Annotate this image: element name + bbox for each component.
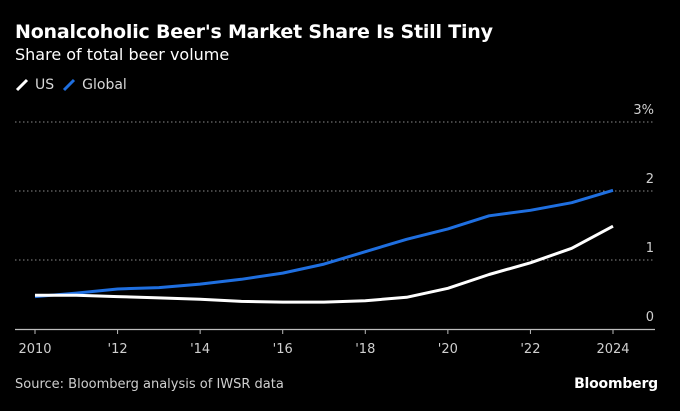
- chart-title: Nonalcoholic Beer's Market Share Is Stil…: [15, 21, 493, 43]
- legend-swatch-global-icon: [63, 78, 76, 92]
- legend-swatch-us-icon: [15, 78, 29, 92]
- x-tick-label: '20: [438, 342, 458, 357]
- legend-label-global: Global: [82, 77, 127, 93]
- legend-label-us: US: [35, 77, 55, 93]
- gridlines: [15, 121, 655, 261]
- x-axis: 2010 '12 '14 '16 '18 '20 '22 2024: [15, 328, 655, 357]
- series-lines: [34, 188, 614, 304]
- x-tick-label: '14: [190, 342, 210, 357]
- x-tick-label: '22: [520, 342, 540, 357]
- legend: US Global: [15, 77, 135, 93]
- bloomberg-logo: Bloomberg: [574, 376, 658, 392]
- x-tick-label: 2024: [596, 342, 629, 357]
- x-tick-label: '16: [273, 342, 293, 357]
- y-axis-ticks: 0 1 2 3%: [633, 103, 654, 325]
- x-tick-label: '12: [108, 342, 128, 357]
- x-tick-label: '18: [355, 342, 375, 357]
- legend-item-global: Global: [62, 77, 127, 93]
- series-line-us: [35, 224, 614, 304]
- y-tick-label: 1: [646, 241, 654, 256]
- series-line-global: [34, 188, 614, 299]
- source-note: Source: Bloomberg analysis of IWSR data: [15, 377, 284, 392]
- x-tick-label: 2010: [18, 342, 51, 357]
- y-tick-label: 2: [646, 172, 654, 187]
- chart-subtitle: Share of total beer volume: [15, 45, 230, 64]
- y-tick-label: 0: [646, 310, 654, 325]
- y-tick-label: 3%: [633, 103, 654, 118]
- legend-item-us: US: [15, 77, 54, 93]
